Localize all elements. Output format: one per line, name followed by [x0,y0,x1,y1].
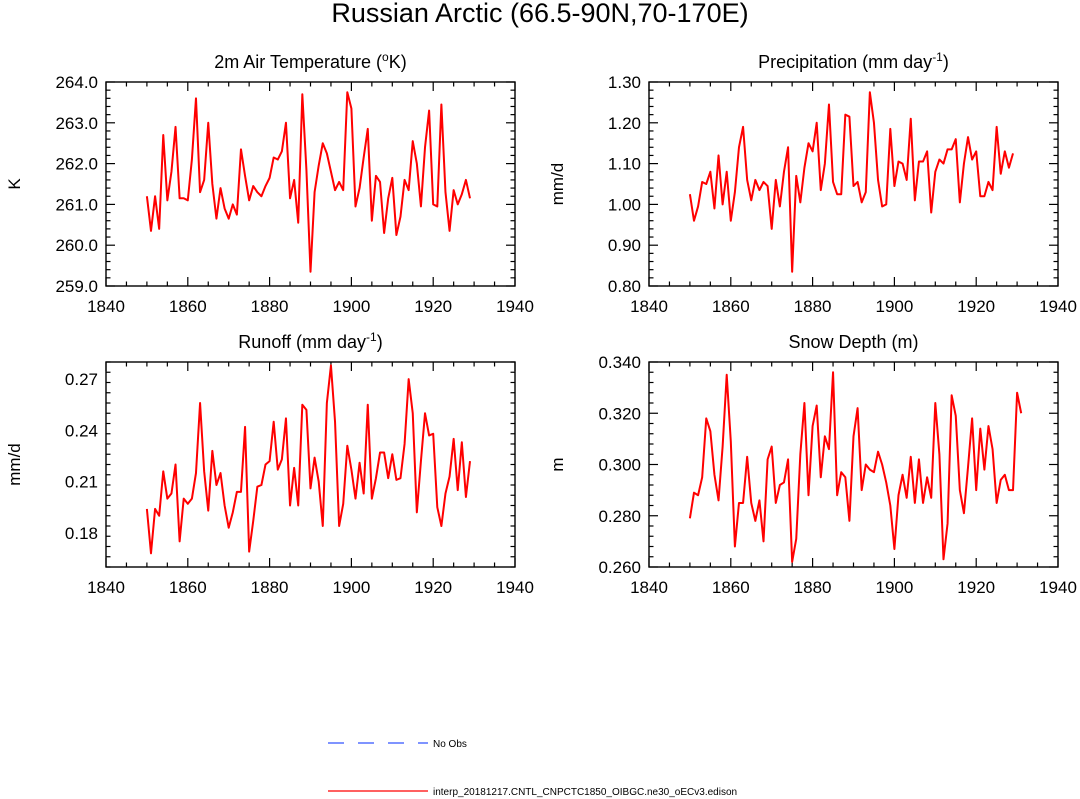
x-tick-label: 1860 [169,297,207,316]
x-tick-label: 1900 [332,297,370,316]
panel-title: Runoff (mm day-1) [238,330,382,352]
y-axis-label: mm/d [548,163,567,206]
y-tick-label: 0.320 [598,404,641,423]
x-tick-label: 1840 [87,297,125,316]
x-tick-label: 1920 [957,578,995,597]
series-line-runoff [145,364,472,555]
y-tick-label: 264.0 [55,73,98,92]
x-tick-label: 1860 [712,578,750,597]
x-tick-label: 1900 [332,578,370,597]
x-tick-label: 1940 [496,297,534,316]
x-tick-label: 1880 [251,578,289,597]
y-tick-label: 1.00 [608,195,641,214]
legend-obs-label: No Obs [433,739,467,750]
y-tick-label: 263.0 [55,114,98,133]
y-tick-label: 259.0 [55,277,98,296]
y-tick-label: 260.0 [55,236,98,255]
y-axis-label: K [5,178,24,190]
plot-frame [648,361,1059,568]
panel-title: Snow Depth (m) [788,332,918,352]
series-line-temperature [145,91,471,273]
y-tick-label: 0.18 [65,524,98,543]
y-tick-label: 262.0 [55,155,98,174]
main-title: Russian Arctic (66.5-90N,70-170E) [331,0,748,28]
y-tick-label: 0.260 [598,558,641,577]
panel-snow-depth: Snow Depth (m) m 1840 1860 1880 1900 1920 1940 0… [548,332,1077,597]
x-tick-label: 1940 [496,578,534,597]
y-tick-label: 1.10 [608,155,641,174]
series-line-snow-depth [688,371,1023,563]
series-line-precipitation [688,91,1014,273]
x-tick-label: 1920 [414,297,452,316]
y-tick-label: 0.90 [608,236,641,255]
x-tick-label: 1840 [87,578,125,597]
y-tick-label: 0.300 [598,456,641,475]
x-tick-label: 1840 [630,297,668,316]
x-tick-label: 1900 [875,578,913,597]
x-tick-label: 1940 [1039,578,1077,597]
y-axis-label: m [548,457,567,471]
x-tick-label: 1840 [630,578,668,597]
legend-model-label: interp_20181217.CNTL_CNPCTC1850_OIBGC.ne… [433,787,737,798]
y-axis-label: mm/d [5,443,24,486]
panel-precipitation: Precipitation (mm day-1) mm/d 1840 1860 1880… [548,50,1077,316]
y-tick-label: 0.21 [65,473,98,492]
x-tick-label: 1940 [1039,297,1077,316]
x-tick-label: 1860 [169,578,207,597]
y-tick-label: 0.27 [65,370,98,389]
panel-runoff: Runoff (mm day-1) mm/d 1840 1860 1880 1900 192… [5,330,534,597]
y-tick-label: 1.30 [608,73,641,92]
y-tick-label: 1.20 [608,114,641,133]
x-tick-label: 1920 [957,297,995,316]
y-tick-label: 0.340 [598,353,641,372]
x-tick-label: 1880 [794,578,832,597]
legend: No Obs interp_20181217.CNTL_CNPCTC1850_O… [328,739,737,798]
y-tick-label: 261.0 [55,195,98,214]
x-tick-label: 1860 [712,297,750,316]
x-tick-label: 1900 [875,297,913,316]
panel-title: Precipitation (mm day-1) [758,50,949,72]
panel-title: 2m Air Temperature (oK) [214,50,406,72]
y-tick-label: 0.24 [65,421,98,440]
x-tick-label: 1880 [794,297,832,316]
panel-temperature: 2m Air Temperature (oK) K 1840 1860 1880 1900… [5,50,534,316]
x-tick-label: 1920 [414,578,452,597]
y-tick-label: 0.280 [598,507,641,526]
y-tick-label: 0.80 [608,277,641,296]
chart-panels: 2m Air Temperature (oK) K 1840 1860 1880 1900… [5,50,1077,597]
plot-frame [105,361,516,568]
x-tick-label: 1880 [251,297,289,316]
